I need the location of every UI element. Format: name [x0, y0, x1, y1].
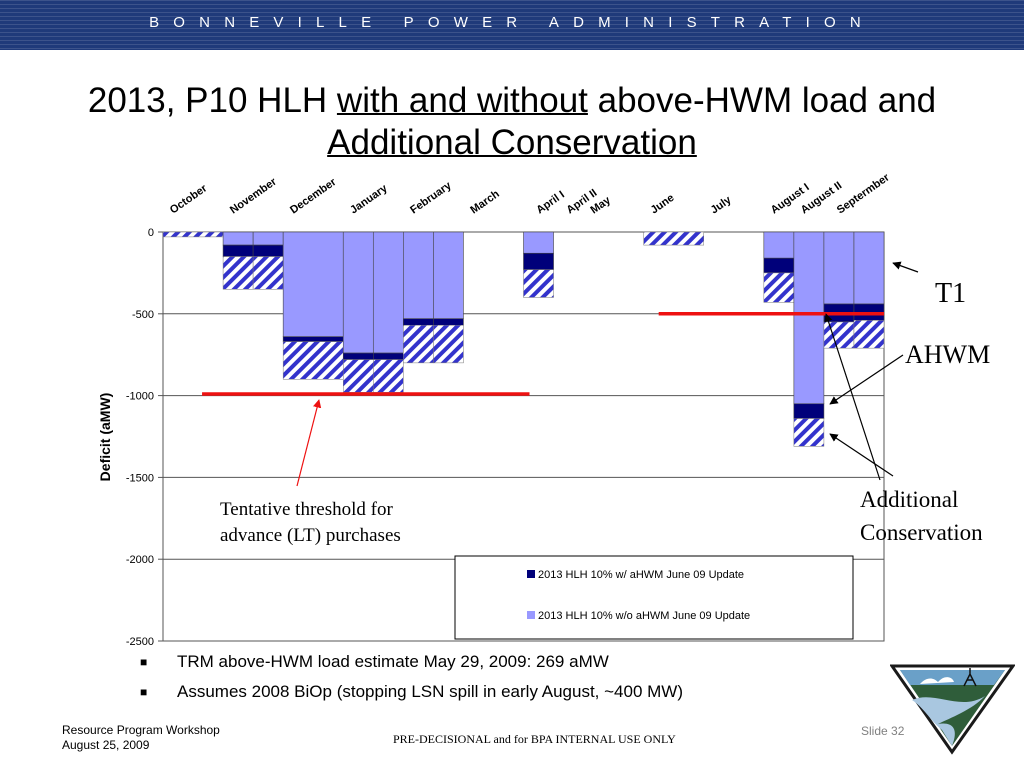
threshold-note-line-2: advance (LT) purchases — [220, 525, 401, 546]
bullet-text: TRM above-HWM load estimate May 29, 2009… — [177, 652, 609, 671]
x-category-label: April I — [534, 189, 566, 217]
bar-without-ahwm — [823, 231, 855, 305]
bar-without-ahwm — [403, 231, 434, 320]
x-category-label: February — [408, 179, 454, 216]
x-category-label: Septermber — [835, 171, 893, 216]
bar-without-ahwm — [433, 231, 464, 320]
bar-additional-conservation — [162, 231, 224, 238]
bar-without-ahwm — [252, 231, 284, 246]
bar-with-ahwm — [763, 257, 795, 274]
x-category-label: July — [709, 193, 735, 216]
bpa-logo-icon — [890, 664, 1015, 755]
bar-with-ahwm — [222, 244, 254, 257]
bar-without-ahwm — [282, 231, 344, 338]
y-tick-label: -2000 — [126, 554, 154, 566]
bar-without-ahwm — [222, 231, 254, 246]
bar-without-ahwm — [763, 231, 795, 259]
x-category-label: December — [288, 176, 339, 217]
slide-title: 2013, P10 HLH with and without above-HWM… — [20, 80, 1004, 164]
footer-workshop: Resource Program Workshop August 25, 200… — [62, 723, 220, 753]
y-axis-label: Deficit (aMW) — [97, 393, 113, 482]
y-tick-label: -2500 — [126, 636, 154, 648]
bar-with-ahwm — [793, 403, 825, 419]
bar-with-ahwm — [403, 318, 434, 326]
legend-label: 2013 HLH 10% w/o aHWM June 09 Update — [538, 610, 750, 622]
footer-classification: PRE-DECISIONAL and for BPA INTERNAL USE … — [393, 732, 676, 746]
legend-label: 2013 HLH 10% w/ aHWM June 09 Update — [538, 569, 744, 581]
bar-additional-conservation — [793, 418, 825, 447]
bar-additional-conservation — [433, 325, 464, 364]
y-tick-label: -500 — [132, 309, 154, 321]
title-underlined-1: with and without — [336, 81, 588, 120]
title-part-1: 2013, P10 HLH — [87, 81, 337, 120]
bar-additional-conservation — [403, 325, 434, 364]
bullet-square-icon: ■ — [140, 685, 148, 699]
legend-swatch — [527, 611, 535, 619]
additional-conservation-line-1: Additional — [860, 487, 959, 512]
banner: BONNEVILLE POWER ADMINISTRATION — [0, 0, 1024, 50]
bar-without-ahwm — [342, 231, 374, 354]
x-category-label: March — [468, 188, 502, 217]
bar-without-ahwm — [853, 231, 885, 305]
x-category-label: June — [649, 192, 677, 217]
bar-additional-conservation — [282, 341, 344, 380]
bullet-text: Assumes 2008 BiOp (stopping LSN spill in… — [177, 682, 683, 701]
bar-additional-conservation — [853, 320, 885, 349]
bar-without-ahwm — [372, 231, 404, 354]
bar-with-ahwm — [433, 318, 464, 326]
bar-additional-conservation — [373, 359, 404, 393]
y-tick-label: 0 — [148, 227, 154, 239]
bar-additional-conservation — [252, 256, 284, 290]
additional-conservation-label: Additional Conservation — [860, 483, 983, 549]
additional-conservation-line-2: Conservation — [860, 520, 983, 545]
bar-additional-conservation — [222, 256, 254, 290]
footer-date: August 25, 2009 — [62, 738, 150, 752]
title-underlined-2: Additional Conservation — [327, 123, 697, 162]
x-category-label: November — [228, 175, 280, 216]
bar-additional-conservation — [523, 269, 554, 298]
bar-with-ahwm — [252, 244, 284, 257]
bar-without-ahwm — [523, 231, 554, 254]
bar-additional-conservation — [763, 272, 795, 303]
title-part-2: above-HWM load and — [587, 81, 937, 120]
x-category-label: October — [168, 182, 210, 216]
bar-additional-conservation — [643, 231, 705, 246]
y-tick-label: -1000 — [126, 391, 154, 403]
bar-with-ahwm — [523, 252, 554, 270]
x-category-label: January — [348, 182, 390, 217]
bar-additional-conservation — [823, 321, 855, 349]
bar-without-ahwm — [793, 231, 825, 405]
bar-with-ahwm — [342, 352, 374, 360]
footer-workshop-name: Resource Program Workshop — [62, 723, 220, 737]
bar-with-ahwm — [372, 352, 404, 360]
threshold-note-line-1: Tentative threshold for — [220, 499, 393, 520]
t1-label: T1 — [935, 278, 967, 309]
banner-text: BONNEVILLE POWER ADMINISTRATION — [149, 14, 875, 31]
legend — [454, 555, 854, 640]
bar-with-ahwm — [282, 336, 344, 342]
legend-swatch — [527, 570, 535, 578]
y-tick-label: -1500 — [126, 472, 154, 484]
slide-number: Slide 32 — [861, 724, 905, 738]
annotation-arrows — [296, 261, 919, 487]
bar-additional-conservation — [343, 359, 374, 393]
bullet-square-icon: ■ — [140, 655, 148, 669]
ahwm-label: AHWM — [905, 340, 991, 369]
threshold-note: Tentative threshold for advance (LT) pur… — [220, 497, 401, 549]
